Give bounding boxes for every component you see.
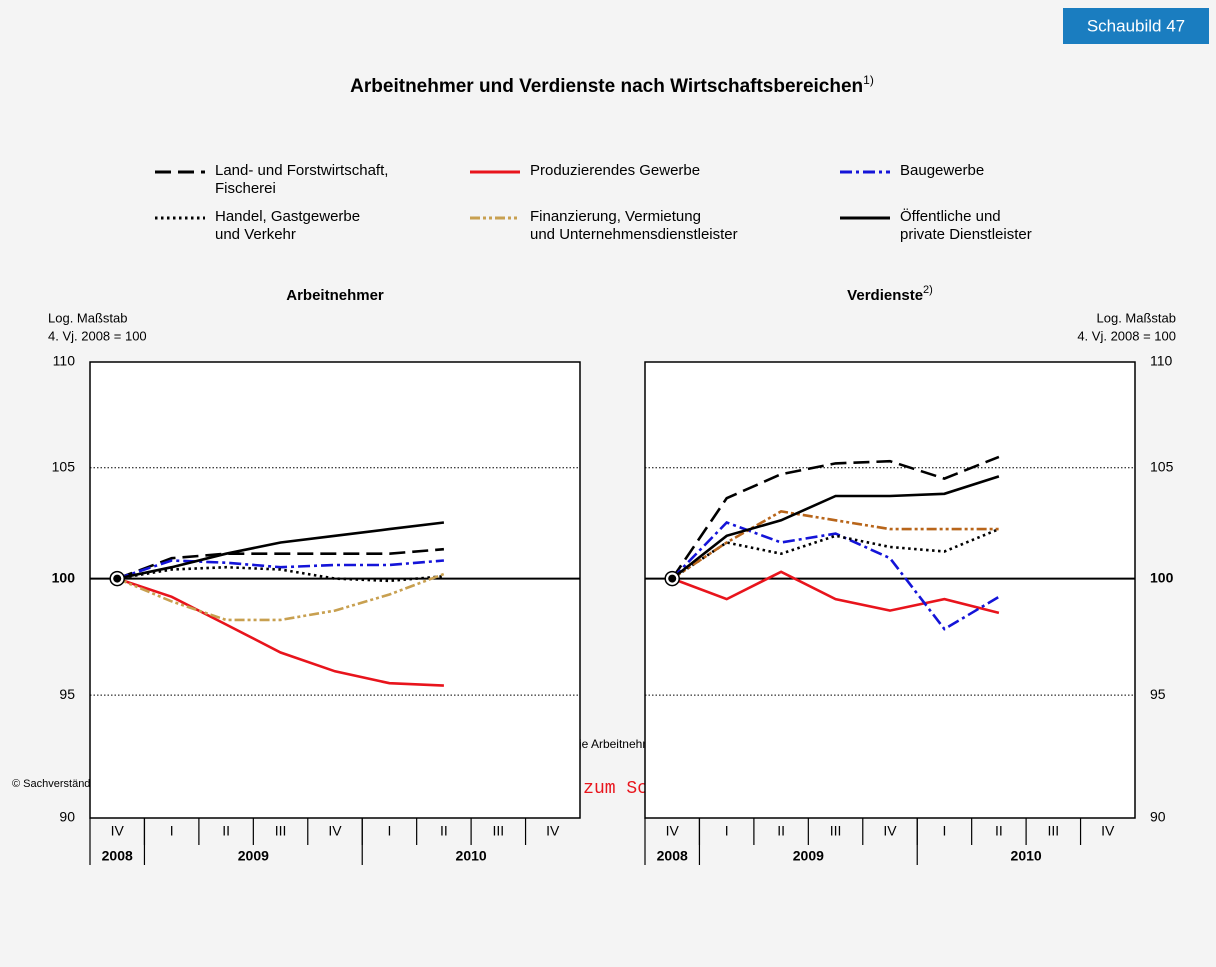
x-tick-label: IV bbox=[666, 823, 680, 839]
plot-frame bbox=[89, 361, 581, 819]
plot-area bbox=[90, 362, 580, 818]
y-axis-label: Log. Maßstab bbox=[1097, 310, 1177, 325]
legend-label: Öffentliche und private Dienstleister bbox=[900, 208, 1032, 243]
panel-title: Verdienste2) bbox=[847, 284, 933, 304]
y-tick-label: 95 bbox=[1150, 686, 1166, 702]
x-tick-label: II bbox=[222, 823, 230, 839]
plot-frame bbox=[644, 361, 1136, 819]
x-tick-label: I bbox=[170, 823, 174, 839]
series-line bbox=[116, 565, 445, 583]
x-tick-label: I bbox=[942, 823, 946, 839]
y-tick-label: 95 bbox=[59, 686, 75, 702]
year-label: 2010 bbox=[1011, 848, 1042, 864]
x-tick-label: IV bbox=[328, 823, 342, 839]
series-line bbox=[116, 572, 445, 622]
legend-label: Finanzierung, Vermietung und Unternehmen… bbox=[530, 208, 738, 243]
x-tick-label: I bbox=[387, 823, 391, 839]
x-tick-label: II bbox=[440, 823, 448, 839]
title-note: 1) bbox=[863, 73, 874, 87]
legend-label: Produzierendes Gewerbe bbox=[530, 162, 701, 179]
series-line bbox=[671, 570, 1000, 615]
series-line bbox=[671, 475, 1000, 580]
badge-box bbox=[1063, 8, 1209, 44]
badge: Schaubild 47 bbox=[1087, 16, 1185, 35]
legend-label: Baugewerbe bbox=[900, 162, 985, 179]
y-tick-label: 100 bbox=[52, 569, 76, 585]
legend-label: Land- und Forstwirtschaft, Fischerei bbox=[215, 162, 389, 197]
panel-title-note: 2) bbox=[923, 284, 933, 296]
y-tick-label: 105 bbox=[52, 458, 76, 474]
year-label: 2009 bbox=[238, 848, 269, 864]
origin-marker-dot bbox=[113, 574, 122, 583]
series-line bbox=[116, 577, 444, 687]
series-line bbox=[671, 520, 1000, 631]
x-tick-label: IV bbox=[546, 823, 560, 839]
x-tick-label: III bbox=[275, 823, 287, 839]
y-tick-label: 100 bbox=[1150, 569, 1174, 585]
series-line bbox=[671, 527, 1000, 580]
panel-title-text: Verdienste bbox=[847, 287, 923, 304]
series-line bbox=[116, 559, 445, 580]
x-tick-label: III bbox=[830, 823, 842, 839]
x-tick-label: IV bbox=[1101, 823, 1115, 839]
y-axis-label: 4. Vj. 2008 = 100 bbox=[48, 328, 147, 343]
x-tick-label: IV bbox=[111, 823, 125, 839]
x-tick-label: I bbox=[725, 823, 729, 839]
chart-title: Arbeitnehmer und Verdienste nach Wirtsch… bbox=[350, 73, 874, 97]
x-tick-label: IV bbox=[883, 823, 897, 839]
title-text: Arbeitnehmer und Verdienste nach Wirtsch… bbox=[350, 76, 863, 97]
series-line bbox=[671, 510, 999, 580]
y-tick-label: 90 bbox=[59, 809, 75, 825]
y-axis-label: 4. Vj. 2008 = 100 bbox=[1077, 328, 1176, 343]
x-tick-label: III bbox=[1047, 823, 1059, 839]
origin-marker-dot bbox=[668, 574, 677, 583]
year-label: 2008 bbox=[102, 848, 133, 864]
year-label: 2010 bbox=[456, 848, 487, 864]
panel-title: Arbeitnehmer bbox=[286, 287, 384, 304]
year-label: 2008 bbox=[657, 848, 688, 864]
y-tick-label: 105 bbox=[1150, 458, 1174, 474]
series-line bbox=[116, 521, 445, 580]
legend-label: Handel, Gastgewerbe und Verkehr bbox=[215, 208, 361, 243]
y-tick-label: 110 bbox=[1150, 353, 1173, 369]
x-tick-label: II bbox=[995, 823, 1003, 839]
x-tick-label: III bbox=[492, 823, 504, 839]
y-tick-label: 90 bbox=[1150, 809, 1166, 825]
panel-title-text: Arbeitnehmer bbox=[286, 287, 384, 304]
y-axis-label: Log. Maßstab bbox=[48, 310, 128, 325]
year-label: 2009 bbox=[793, 848, 824, 864]
series-line bbox=[671, 455, 1000, 580]
x-tick-label: II bbox=[777, 823, 785, 839]
plot-area bbox=[645, 362, 1135, 818]
series-line bbox=[116, 547, 445, 580]
y-tick-label: 110 bbox=[53, 353, 76, 369]
